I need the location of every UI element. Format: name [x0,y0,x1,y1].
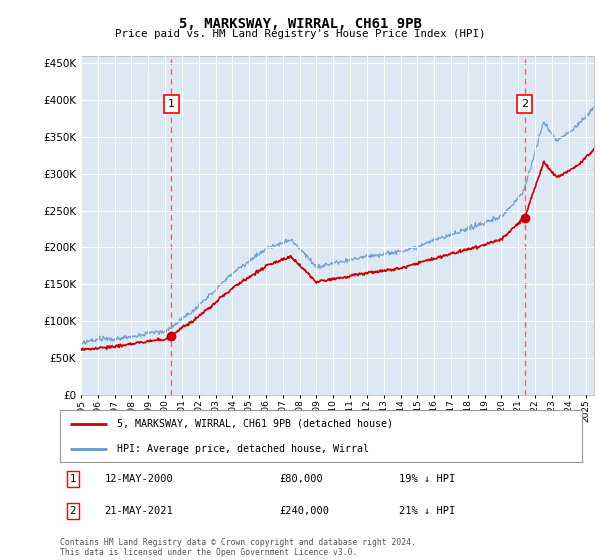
Text: Contains HM Land Registry data © Crown copyright and database right 2024.
This d: Contains HM Land Registry data © Crown c… [60,538,416,557]
Text: 1: 1 [168,99,175,109]
Text: Price paid vs. HM Land Registry's House Price Index (HPI): Price paid vs. HM Land Registry's House … [115,29,485,39]
Text: £80,000: £80,000 [279,474,323,484]
Text: £240,000: £240,000 [279,506,329,516]
Text: 1: 1 [70,474,76,484]
Text: 19% ↓ HPI: 19% ↓ HPI [400,474,455,484]
Text: 2: 2 [70,506,76,516]
Text: 5, MARKSWAY, WIRRAL, CH61 9PB (detached house): 5, MARKSWAY, WIRRAL, CH61 9PB (detached … [118,419,394,429]
Text: 2: 2 [521,99,528,109]
Text: 21-MAY-2021: 21-MAY-2021 [104,506,173,516]
Text: 21% ↓ HPI: 21% ↓ HPI [400,506,455,516]
Text: 5, MARKSWAY, WIRRAL, CH61 9PB: 5, MARKSWAY, WIRRAL, CH61 9PB [179,17,421,31]
Text: 12-MAY-2000: 12-MAY-2000 [104,474,173,484]
Text: HPI: Average price, detached house, Wirral: HPI: Average price, detached house, Wirr… [118,444,370,454]
